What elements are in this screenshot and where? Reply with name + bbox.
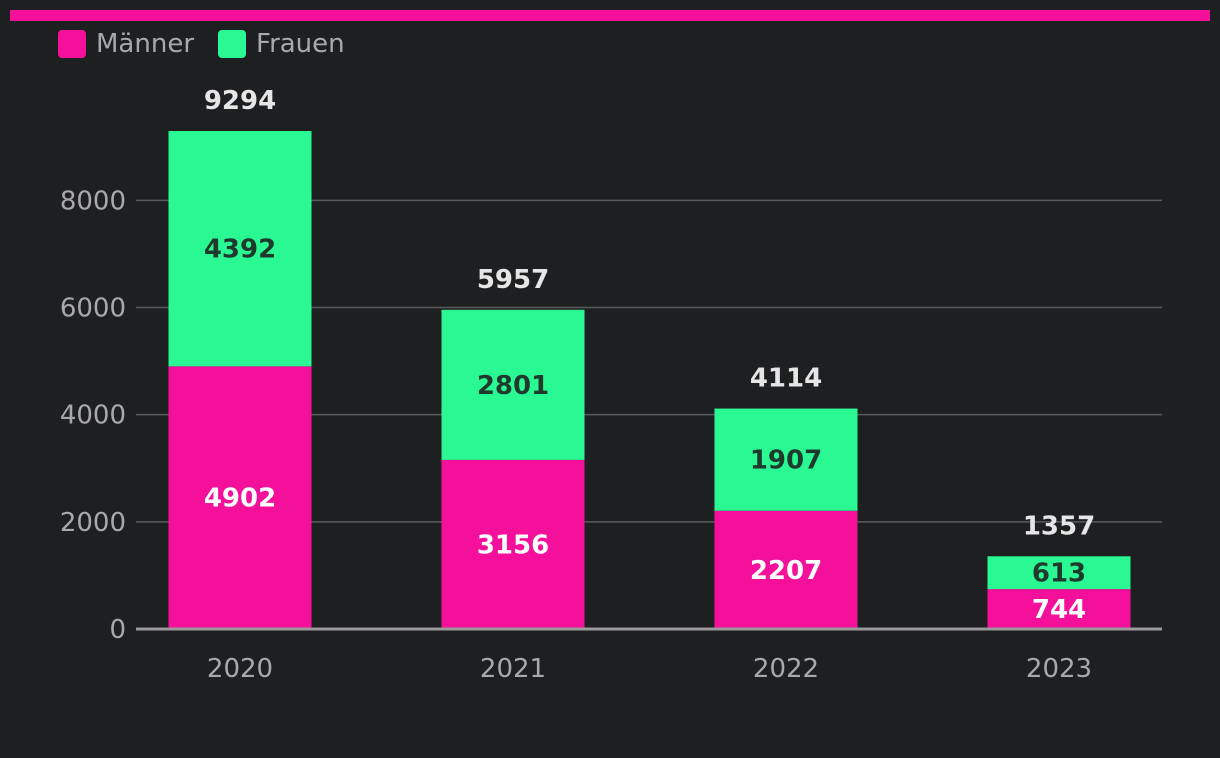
legend-item-frauen[interactable]: Frauen: [218, 29, 345, 59]
legend-label-maenner: Männer: [96, 29, 194, 59]
y-tick-label-2000: 2000: [60, 508, 126, 538]
bar-maenner-2023[interactable]: [987, 589, 1131, 629]
y-tick-label-6000: 6000: [60, 294, 126, 324]
data-label-frauen-2023: 613: [1032, 559, 1086, 589]
bar-frauen-2023[interactable]: [987, 556, 1131, 590]
y-tick-label-0: 0: [109, 615, 126, 645]
bar-maenner-2021[interactable]: [441, 459, 585, 629]
x-tick-label-2021: 2021: [480, 654, 546, 684]
accent-bar: [10, 10, 1210, 21]
legend-label-frauen: Frauen: [256, 29, 345, 59]
data-label-maenner-2022: 2207: [750, 556, 822, 586]
data-label-maenner-2020: 4902: [204, 484, 276, 514]
data-label-maenner-2021: 3156: [477, 530, 549, 560]
legend-swatch-maenner: [58, 30, 86, 58]
bar-frauen-2021[interactable]: [441, 309, 585, 460]
bar-maenner-2020[interactable]: [168, 366, 312, 629]
bar-maenner-2022[interactable]: [714, 510, 858, 629]
total-label-2022: 4114: [750, 364, 822, 394]
bar-frauen-2022[interactable]: [714, 408, 858, 511]
total-label-2020: 9294: [204, 86, 276, 116]
total-label-2021: 5957: [477, 265, 549, 295]
data-label-frauen-2021: 2801: [477, 371, 549, 401]
y-tick-label-8000: 8000: [60, 186, 126, 216]
data-label-frauen-2022: 1907: [750, 446, 822, 476]
data-label-frauen-2020: 4392: [204, 235, 276, 265]
legend-swatch-frauen: [218, 30, 246, 58]
legend-item-maenner[interactable]: Männer: [58, 29, 194, 59]
bars: 4902 4392 9294 3156 2801 5957 2207 1907 4114 744 6…: [168, 86, 1131, 629]
x-axis-ticks: 2020 2021 2022 2023: [207, 654, 1092, 684]
y-axis-ticks: 0 2000 4000 6000 8000: [60, 186, 126, 645]
data-label-maenner-2023: 744: [1032, 595, 1086, 625]
x-tick-label-2022: 2022: [753, 654, 819, 684]
legend: Männer Frauen: [58, 29, 345, 59]
x-tick-label-2020: 2020: [207, 654, 273, 684]
x-tick-label-2023: 2023: [1026, 654, 1092, 684]
y-tick-label-4000: 4000: [60, 401, 126, 431]
bar-frauen-2020[interactable]: [168, 131, 312, 367]
total-label-2023: 1357: [1023, 511, 1095, 541]
